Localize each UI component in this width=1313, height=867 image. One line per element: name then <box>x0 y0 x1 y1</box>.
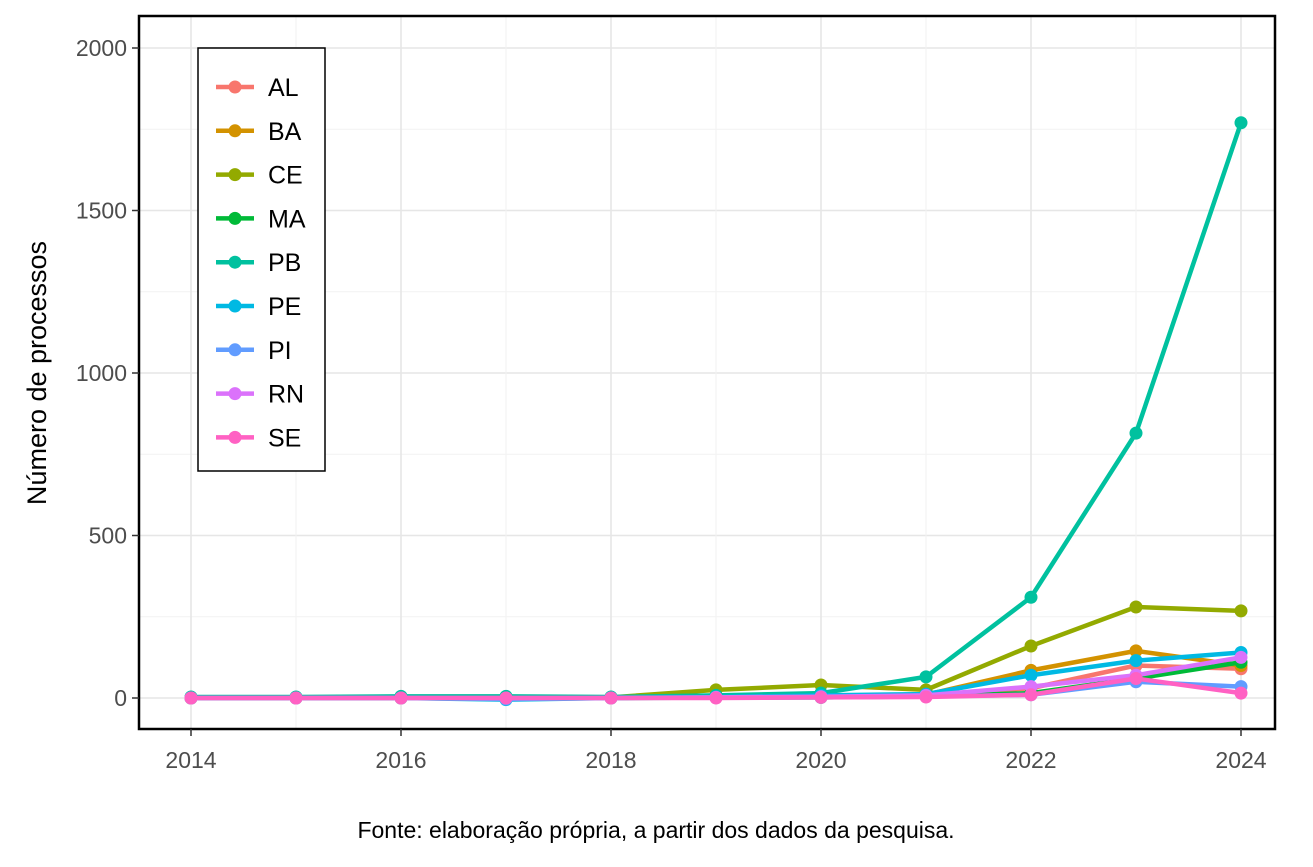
data-point <box>1024 688 1038 702</box>
series-SE <box>184 672 1248 705</box>
x-tick-label: 2022 <box>1005 747 1056 773</box>
data-point <box>499 691 513 705</box>
data-point <box>919 690 933 704</box>
data-point <box>394 691 408 705</box>
x-tick-label: 2014 <box>165 747 216 773</box>
data-point <box>1129 426 1143 440</box>
legend-label: CE <box>268 162 303 190</box>
legend-key-point <box>228 80 242 94</box>
data-point <box>1024 590 1038 604</box>
y-tick-label: 1000 <box>76 360 127 386</box>
y-tick-label: 500 <box>89 523 127 549</box>
data-point <box>1234 604 1248 618</box>
y-tick-label: 0 <box>114 685 127 711</box>
legend-key-point <box>228 430 242 444</box>
data-point <box>1129 672 1143 685</box>
series-lines <box>184 116 1248 707</box>
caption: Fonte: elaboração própria, a partir dos … <box>357 817 954 843</box>
legend-label: PE <box>268 293 301 321</box>
x-axis: 2014 2016 2018 2020 2022 2024 <box>165 729 1267 773</box>
y-tick-label: 2000 <box>76 35 127 61</box>
x-tick-label: 2016 <box>375 747 426 773</box>
data-point <box>1024 639 1038 653</box>
legend-key-point <box>228 387 242 401</box>
data-point <box>1129 644 1143 658</box>
x-tick-label: 2024 <box>1215 747 1266 773</box>
legend-key-point <box>228 168 242 182</box>
data-point <box>919 670 933 684</box>
data-point <box>184 691 198 705</box>
legend-label: PI <box>268 337 292 365</box>
data-point <box>1234 686 1248 700</box>
legend-box <box>197 47 326 472</box>
legend-key-point <box>228 255 242 269</box>
legend-label: RN <box>268 381 304 409</box>
legend-label: AL <box>268 74 299 102</box>
y-axis-label: Número de processos <box>22 241 52 505</box>
data-point <box>1129 654 1143 668</box>
legend: AL BA CE MA PB PE PI RN SE <box>197 47 326 472</box>
x-tick-label: 2018 <box>585 747 636 773</box>
y-axis: 0 500 1000 1500 2000 <box>76 35 139 711</box>
x-tick-label: 2020 <box>795 747 846 773</box>
data-point <box>1234 650 1248 664</box>
data-point <box>709 691 723 705</box>
legend-key-point <box>228 211 242 225</box>
data-point <box>604 691 618 705</box>
legend-key-point <box>228 124 242 138</box>
legend-label: SE <box>268 424 301 452</box>
legend-key-point <box>228 299 242 313</box>
legend-label: PB <box>268 249 301 277</box>
legend-label: BA <box>268 118 302 146</box>
legend-key-point <box>228 343 242 357</box>
data-point <box>289 691 303 705</box>
data-point <box>1129 600 1143 614</box>
data-point <box>814 690 828 704</box>
data-point <box>1234 116 1248 130</box>
legend-label: MA <box>268 205 306 233</box>
data-point <box>1024 668 1038 682</box>
y-tick-label: 1500 <box>76 198 127 224</box>
